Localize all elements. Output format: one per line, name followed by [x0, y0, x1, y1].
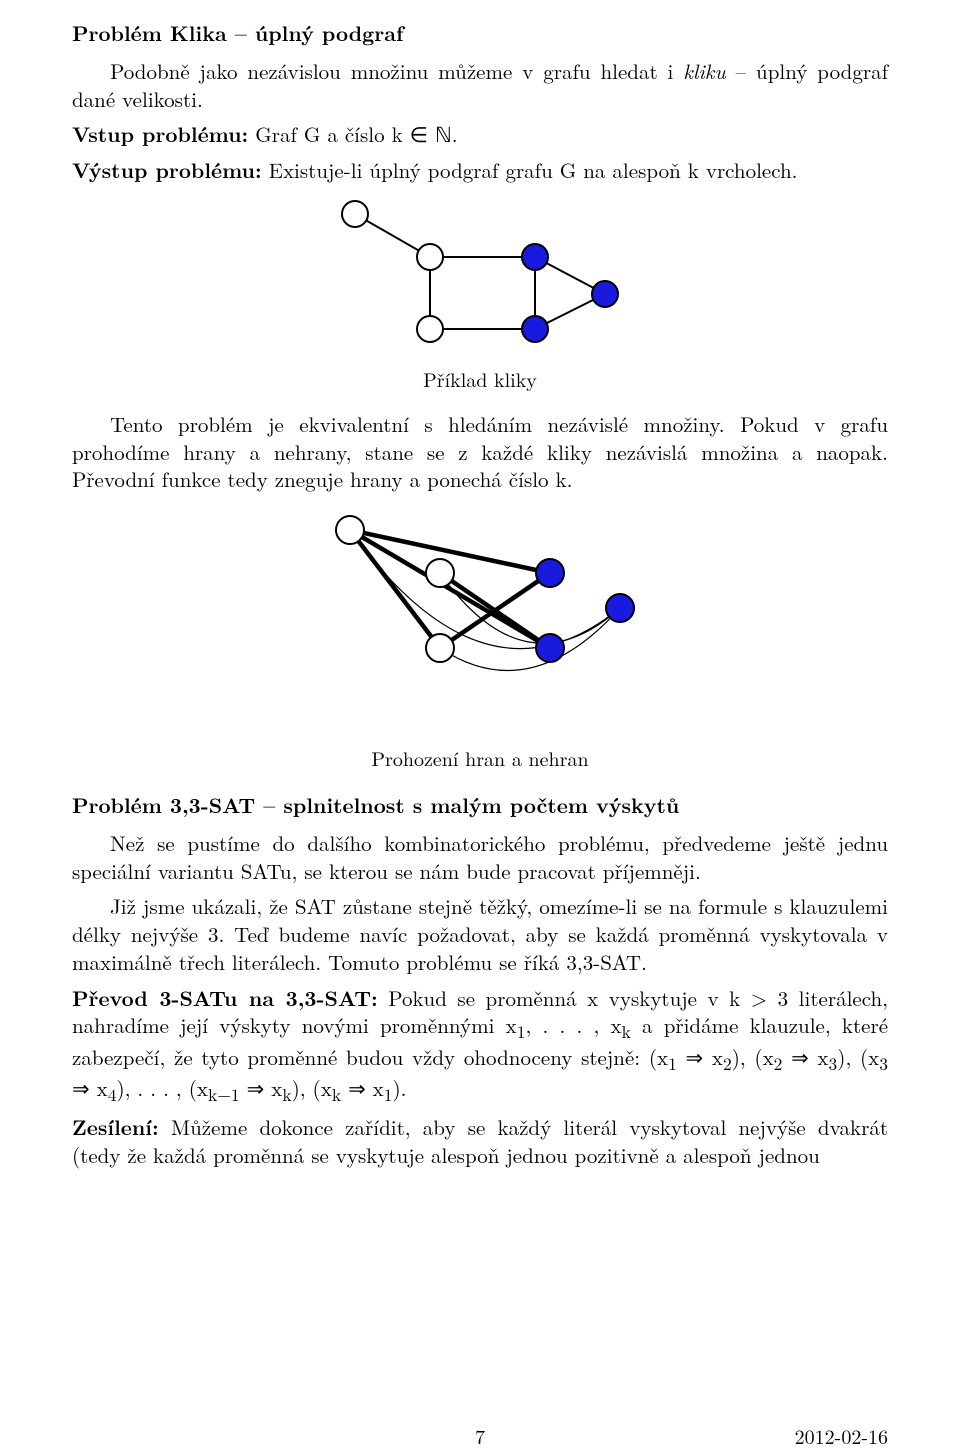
sub1c: 1	[384, 1082, 393, 1107]
conv-t4: ⇒ x	[677, 1042, 723, 1072]
conv-label: Převod 3-SATu na 3,3-SAT:	[72, 983, 378, 1013]
output-label: Výstup problému:	[72, 155, 262, 185]
conv-t2: , . . . , x	[525, 1010, 621, 1040]
conv-t6: ), . . . , (x	[116, 1073, 208, 1103]
zes-text: Můžeme dokonce zařídit, aby se každý lit…	[72, 1112, 888, 1170]
paragraph-after-g1: Tento problém je ekvivalentní s hledáním…	[72, 411, 888, 494]
subkc: k	[282, 1082, 291, 1107]
intro-ital: kliku	[683, 56, 725, 86]
page-number: 7	[475, 1421, 485, 1450]
subkd: k	[332, 1082, 341, 1107]
s2-para2: Již jsme ukázali, že SAT zůstane stejně …	[72, 893, 888, 976]
graph1-svg	[315, 199, 645, 349]
s2-conversion: Převod 3-SATu na 3,3-SAT: Pokud se promě…	[72, 985, 888, 1107]
output-line: Výstup problému: Existuje-li úplný podgr…	[72, 157, 888, 185]
input-text: Graf G a číslo k ∈ ℕ.	[248, 119, 457, 149]
graph1-container	[72, 199, 888, 354]
graph2-container	[72, 508, 888, 733]
conv-t4c: ⇒ x	[72, 1073, 108, 1103]
sub1b: 1	[668, 1051, 677, 1076]
conv-t7: ).	[393, 1073, 407, 1103]
s2-para1: Než se pustíme do dalšího kombinatorické…	[72, 830, 888, 885]
conv-t5c: ), (x	[292, 1073, 332, 1103]
conv-t4d: ⇒ x	[240, 1073, 283, 1103]
input-line: Vstup problému: Graf G a číslo k ∈ ℕ.	[72, 121, 888, 149]
page-date: 2012-02-16	[795, 1421, 888, 1450]
graph2-caption: Prohození hran a nehran	[72, 743, 888, 772]
paragraph-intro: Podobně jako nezávislou množinu můžeme v…	[72, 58, 888, 113]
graph1-caption: Příklad kliky	[72, 364, 888, 393]
sub2: 2	[723, 1051, 732, 1076]
conv-t4b: ⇒ x	[782, 1042, 828, 1072]
section-heading-33sat: Problém 3,3-SAT – splnitelnost s malým p…	[72, 790, 888, 820]
zes-label: Zesílení:	[72, 1112, 159, 1142]
sub3: 3	[829, 1051, 838, 1076]
s2-zesileni: Zesílení: Můžeme dokonce zařídit, aby se…	[72, 1114, 888, 1169]
conv-t4e: ⇒ x	[341, 1073, 384, 1103]
subkm1: k−1	[208, 1082, 240, 1107]
output-text: Existuje-li úplný podgraf grafu G na ale…	[262, 155, 798, 185]
conv-t5: ), (x	[732, 1042, 774, 1072]
intro-pre: Podobně jako nezávislou množinu můžeme v…	[110, 56, 683, 86]
graph2-svg	[295, 508, 665, 728]
sub3b: 3	[879, 1051, 888, 1076]
conv-t5b: ), (x	[837, 1042, 879, 1072]
input-label: Vstup problému:	[72, 119, 248, 149]
section-heading-klika: Problém Klika – úplný podgraf	[72, 18, 888, 48]
